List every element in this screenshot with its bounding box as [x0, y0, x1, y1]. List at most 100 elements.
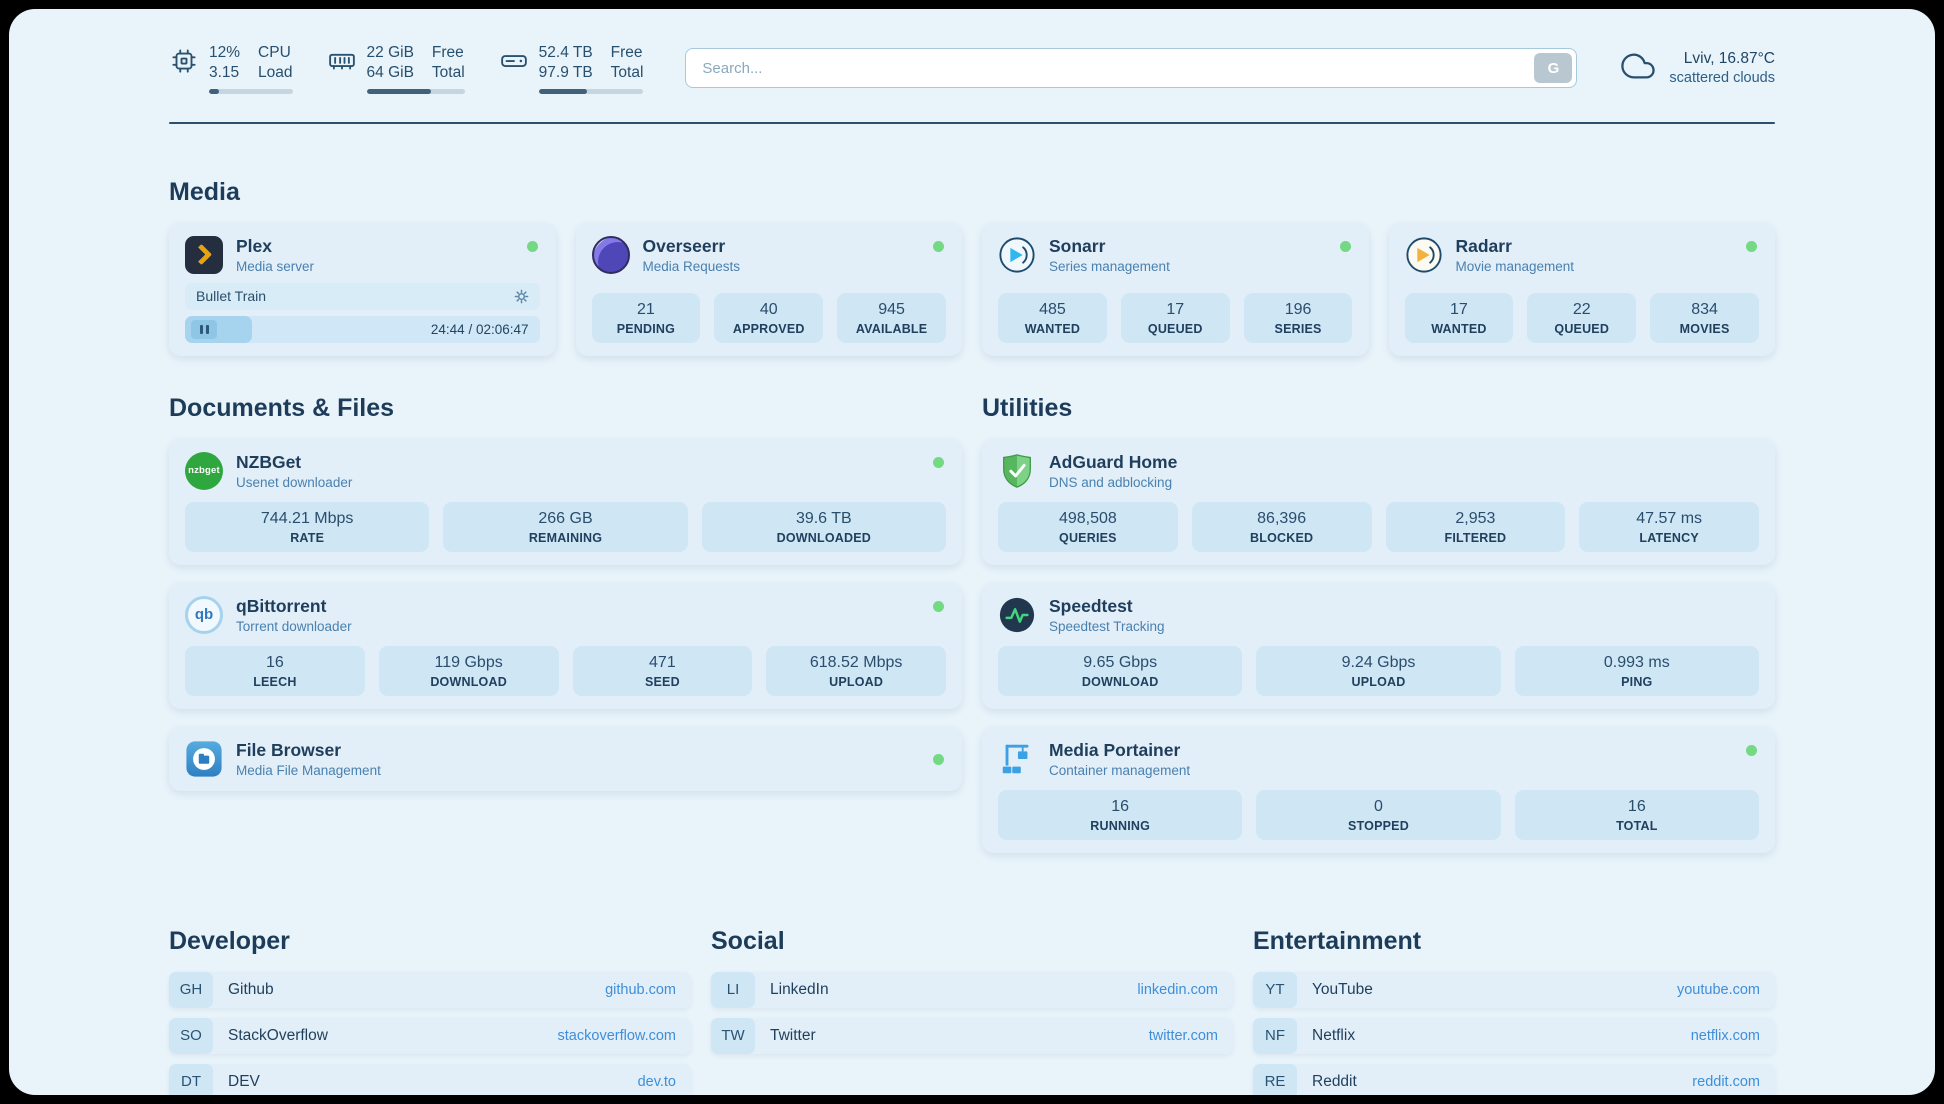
stat-label: UPLOAD	[1351, 674, 1406, 689]
weather-widget: Lviv, 16.87°C scattered clouds	[1619, 49, 1775, 88]
memory-progress-fill	[366, 88, 432, 94]
stat-box: 17 QUEUED	[1120, 292, 1230, 343]
filebrowser-icon	[185, 740, 223, 778]
status-dot	[933, 753, 944, 765]
stat-value: 21	[637, 300, 655, 318]
stat-box: 618.52 Mbps UPLOAD	[766, 645, 946, 696]
status-dot	[1746, 240, 1757, 252]
bookmark-name: LinkedIn	[770, 980, 829, 998]
bookmark-name: DEV	[228, 1072, 260, 1090]
stat-box: 119 Gbps DOWNLOAD	[378, 645, 559, 696]
bookmark-link[interactable]: twitter.com	[1148, 1027, 1218, 1044]
status-dot	[933, 600, 944, 612]
bookmark-abbr: YT	[1253, 971, 1297, 1008]
stat-box: 945 AVAILABLE	[837, 292, 946, 343]
stat-label: QUERIES	[1059, 530, 1117, 545]
service-card-speedtest[interactable]: Speedtest Speedtest Tracking 9.65 Gbps D…	[982, 582, 1775, 709]
stat-box: 16 TOTAL	[1514, 789, 1759, 840]
bookmark-name: Reddit	[1312, 1072, 1357, 1090]
bookmark-linkedin[interactable]: LI LinkedIn linkedin.com	[711, 971, 1233, 1008]
stat-box: 40 APPROVED	[714, 292, 824, 343]
bookmark-stackoverflow[interactable]: SO StackOverflow stackoverflow.com	[169, 1017, 691, 1054]
service-card-adguard[interactable]: AdGuard Home DNS and adblocking 498,508 …	[982, 438, 1775, 565]
cpu-icon	[169, 43, 199, 94]
bookmark-link[interactable]: dev.to	[637, 1073, 676, 1090]
section-title-media: Media	[169, 177, 240, 206]
service-card-nzbget[interactable]: nzbget NZBGet Usenet downloader 744.21 M…	[169, 438, 962, 565]
pause-icon[interactable]	[191, 319, 217, 339]
bookmark-abbr: RE	[1253, 1063, 1297, 1095]
stat-label: REMAINING	[528, 530, 603, 545]
section-bookmarks: Developer GH Github github.com SO StackO…	[169, 927, 1775, 1095]
bookmark-link[interactable]: linkedin.com	[1137, 981, 1218, 998]
bookmark-group-entertainment: Entertainment YT YouTube youtube.com NF …	[1253, 927, 1775, 1095]
stat-value: 16	[1627, 797, 1646, 815]
gear-icon[interactable]	[514, 289, 529, 304]
bookmark-link[interactable]: netflix.com	[1690, 1027, 1760, 1044]
cpu-widget: 12% 3.15 CPU Load	[169, 43, 293, 94]
bookmark-reddit[interactable]: RE Reddit reddit.com	[1253, 1063, 1775, 1095]
status-dot	[1746, 744, 1757, 756]
stat-box: 86,396 BLOCKED	[1191, 501, 1372, 552]
service-description: Usenet downloader	[236, 474, 353, 490]
bookmark-github[interactable]: GH Github github.com	[169, 971, 691, 1008]
stat-box: 498,508 QUERIES	[998, 501, 1178, 552]
bookmark-link[interactable]: youtube.com	[1676, 981, 1760, 998]
portainer-icon	[998, 740, 1036, 778]
bookmark-group-developer: Developer GH Github github.com SO StackO…	[169, 927, 691, 1095]
radarr-icon	[1405, 236, 1443, 274]
service-name: File Browser	[236, 739, 342, 760]
service-name: AdGuard Home	[1049, 451, 1178, 472]
service-card-sonarr[interactable]: Sonarr Series management 485 WANTED 17 Q…	[982, 222, 1369, 356]
bookmark-link[interactable]: stackoverflow.com	[557, 1027, 676, 1044]
service-card-portainer[interactable]: Media Portainer Container management 16 …	[982, 726, 1775, 853]
disk-progress-fill	[538, 88, 587, 94]
stat-box: 21 PENDING	[591, 292, 701, 343]
stat-value: 47.57 ms	[1636, 509, 1703, 527]
stat-value: 0	[1374, 797, 1383, 815]
service-card-overseerr[interactable]: Overseerr Media Requests 21 PENDING 40 A…	[575, 222, 962, 356]
bookmark-youtube[interactable]: YT YouTube youtube.com	[1253, 971, 1775, 1008]
cpu-readout: 12% 3.15 CPU Load	[209, 43, 293, 94]
playback-progress-bar[interactable]: 24:44 / 02:06:47	[185, 315, 540, 343]
service-name: qBittorrent	[236, 595, 327, 616]
search-input[interactable]	[685, 48, 1578, 89]
section-title-entertainment: Entertainment	[1253, 926, 1422, 955]
stat-value: 16	[265, 653, 284, 671]
nzbget-icon: nzbget	[185, 451, 223, 490]
service-card-plex[interactable]: Plex Media server Bullet Train	[169, 222, 556, 356]
stat-value: 16	[1111, 797, 1130, 815]
system-metrics: 12% 3.15 CPU Load	[169, 43, 644, 94]
disk-total-value: 97.9 TB	[538, 64, 593, 82]
memory-total-label: Total	[431, 64, 465, 82]
stat-label: TOTAL	[1616, 818, 1658, 833]
service-description: Series management	[1049, 258, 1170, 274]
stat-label: WANTED	[1024, 321, 1081, 336]
bookmark-twitter[interactable]: TW Twitter twitter.com	[711, 1017, 1233, 1054]
stat-label: QUEUED	[1554, 321, 1610, 336]
search-provider-button[interactable]: G	[1534, 53, 1573, 84]
bookmark-dev[interactable]: DT DEV dev.to	[169, 1063, 691, 1095]
stat-value: 9.65 Gbps	[1083, 653, 1158, 671]
memory-total-value: 64 GiB	[366, 64, 414, 82]
service-name: NZBGet	[236, 451, 302, 472]
stat-box: 0.993 ms PING	[1514, 645, 1759, 696]
bookmark-netflix[interactable]: NF Netflix netflix.com	[1253, 1017, 1775, 1054]
disk-free-label: Free	[610, 44, 643, 61]
service-card-radarr[interactable]: Radarr Movie management 17 WANTED 22 QUE…	[1388, 222, 1775, 356]
qbittorrent-icon: qb	[185, 595, 223, 634]
column-documents: Documents & Files nzbget NZBGet Usenet d…	[169, 394, 962, 871]
bookmark-link[interactable]: reddit.com	[1692, 1073, 1760, 1090]
service-card-filebrowser[interactable]: File Browser Media File Management	[169, 726, 962, 791]
disk-widget: 52.4 TB 97.9 TB Free Total	[499, 43, 644, 94]
cpu-load-label: Load	[258, 64, 293, 82]
disk-readout: 52.4 TB 97.9 TB Free Total	[538, 43, 644, 94]
stat-value: 86,396	[1257, 509, 1307, 527]
bookmark-link[interactable]: github.com	[605, 981, 676, 998]
service-description: Movie management	[1455, 258, 1575, 274]
stat-label: QUEUED	[1147, 321, 1203, 336]
stat-box: 834 MOVIES	[1650, 292, 1759, 343]
service-card-qbittorrent[interactable]: qb qBittorrent Torrent downloader 16 LEE…	[169, 582, 962, 709]
status-dot	[526, 240, 538, 252]
